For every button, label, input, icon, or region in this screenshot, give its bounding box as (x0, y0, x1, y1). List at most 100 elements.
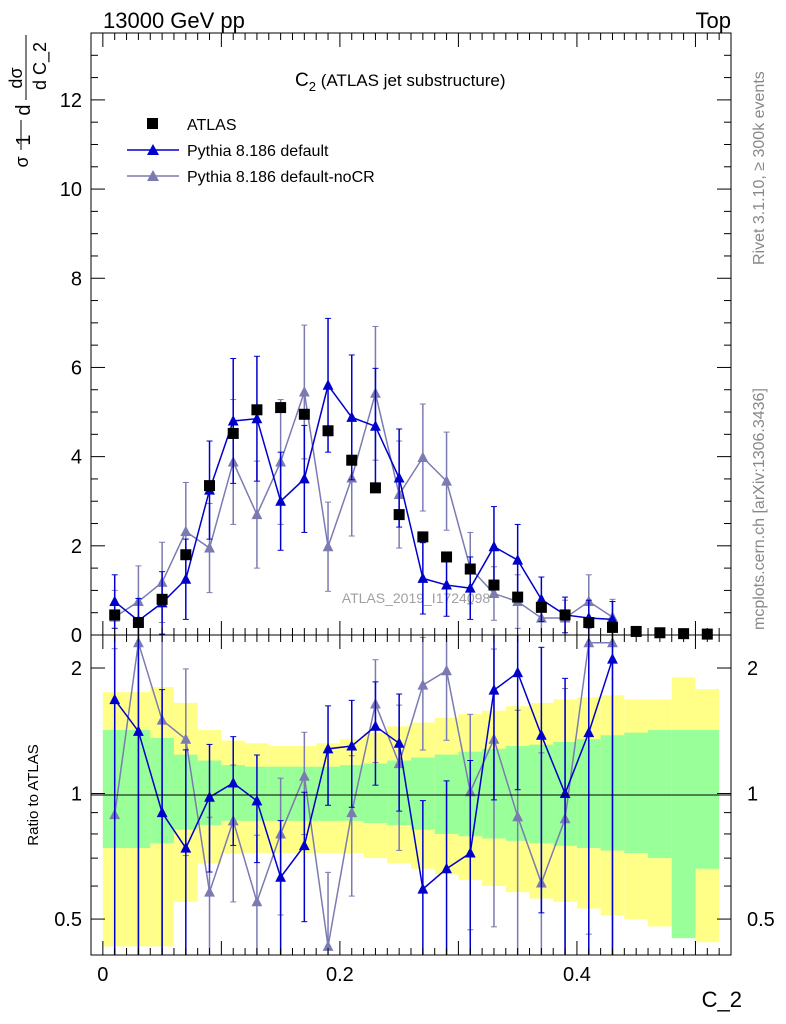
point-atlas (275, 402, 287, 414)
band-inner-bin (363, 763, 388, 823)
point-atlas (156, 593, 168, 605)
point-atlas (559, 609, 571, 621)
ratio-point-default (512, 666, 524, 678)
x-tick-label: 0.4 (563, 964, 591, 986)
title-rest: (ATLAS jet substructure) (316, 71, 506, 90)
main-ytick-label: 2 (71, 536, 82, 558)
ratio-point-default (204, 791, 215, 802)
point-atlas (369, 482, 381, 494)
ratio-point-nocr (417, 679, 429, 690)
point-nocr (322, 540, 334, 552)
ratio-ytick-label-left: 2 (71, 658, 82, 680)
point-atlas (227, 427, 239, 439)
legend-nocr-label: Pythia 8.186 default-noCR (187, 169, 375, 186)
main-ytick-label: 4 (71, 447, 82, 469)
legend-atlas-marker (147, 118, 158, 129)
side-text-top: Rivet 3.1.10, ≥ 300k events (751, 71, 768, 265)
ylabel-dsigma: dσ (6, 67, 26, 88)
point-default (346, 411, 358, 422)
point-default (227, 414, 239, 426)
main-ytick-label: 6 (71, 357, 82, 379)
title-main: C (295, 70, 309, 91)
ratio-line-nocr (113, 641, 613, 947)
ratio-point-default (133, 725, 144, 736)
ratio-point-default (156, 806, 168, 818)
ratio-point-nocr (204, 886, 215, 897)
ratio-point-nocr (512, 810, 524, 822)
band-inner-bin (624, 732, 649, 854)
ratio-point-default (322, 742, 334, 754)
point-atlas (606, 621, 618, 633)
point-default (109, 595, 121, 607)
point-atlas (417, 531, 429, 543)
point-atlas (488, 579, 500, 591)
point-nocr (204, 542, 215, 553)
main-plot-title: C2 (ATLAS jet substructure) (295, 70, 506, 94)
ratio-point-default (180, 842, 192, 853)
line-nocr (114, 391, 613, 619)
ratio-point-default (464, 847, 476, 858)
point-atlas (441, 551, 453, 563)
point-default (298, 472, 310, 484)
point-atlas (535, 601, 547, 613)
point-atlas (322, 425, 334, 437)
point-nocr (441, 475, 452, 486)
ratio-point-default (346, 740, 358, 751)
point-nocr (298, 385, 310, 397)
band-inner-bin (648, 730, 672, 859)
ratio-point-default (298, 839, 310, 851)
legend-default-marker (147, 144, 159, 155)
ratio-point-nocr (441, 664, 452, 676)
ratio-point-default (535, 729, 547, 740)
point-atlas (346, 454, 358, 466)
point-default (488, 540, 500, 552)
point-default (322, 379, 334, 390)
ratio-line-default (114, 658, 614, 891)
x-tick-label: 0 (97, 964, 108, 986)
ratio-point-default (251, 794, 263, 806)
band-inner-bin (695, 730, 720, 869)
point-default (417, 572, 429, 583)
side-text-bottom: mcplots.cern.ch [arXiv:1306.3436] (751, 388, 768, 630)
legend-nocr-marker (147, 170, 159, 181)
point-atlas (298, 408, 310, 420)
point-atlas (109, 609, 121, 621)
legend-default-label: Pythia 8.186 default (187, 143, 329, 160)
ylabel-one: 1 (13, 134, 35, 145)
point-atlas (512, 591, 524, 603)
point-atlas (393, 509, 405, 521)
main-y-axis-label: 1 σ d dσ d C_2 (6, 35, 51, 168)
point-nocr (251, 508, 263, 520)
ylabel-d: d (13, 104, 35, 115)
ratio-point-nocr (346, 806, 358, 818)
ratio-point-default (488, 684, 500, 695)
point-atlas (583, 617, 595, 629)
ylabel-sigma: σ (12, 156, 32, 167)
point-default (393, 472, 405, 483)
point-default (464, 582, 476, 593)
ratio-point-default (583, 726, 595, 738)
line-default (114, 383, 613, 622)
point-atlas (132, 617, 144, 629)
ratio-point-default (417, 883, 429, 894)
ratio-ytick-label-left: 0.5 (54, 909, 82, 931)
ratio-ytick-label-right: 1 (747, 784, 758, 806)
point-atlas (180, 549, 192, 561)
point-atlas (464, 563, 476, 575)
main-ytick-label: 12 (60, 90, 82, 112)
band-inner-bin (671, 730, 696, 939)
point-default (441, 579, 452, 590)
main-plot-data (109, 317, 713, 640)
ratio-point-nocr (298, 770, 310, 781)
ratio-ytick-label-right: 2 (747, 658, 758, 680)
ratio-point-default (370, 720, 381, 731)
ratio-point-default (441, 862, 452, 874)
ratio-ytick-label-right: 0.5 (747, 909, 775, 931)
point-default (275, 495, 287, 506)
ratio-point-nocr (251, 895, 263, 907)
ratio-point-nocr (180, 733, 192, 744)
ratio-ytick-label-left: 1 (71, 784, 82, 806)
ratio-point-default (607, 653, 618, 664)
legend: ATLAS Pythia 8.186 default Pythia 8.186 … (127, 117, 375, 186)
